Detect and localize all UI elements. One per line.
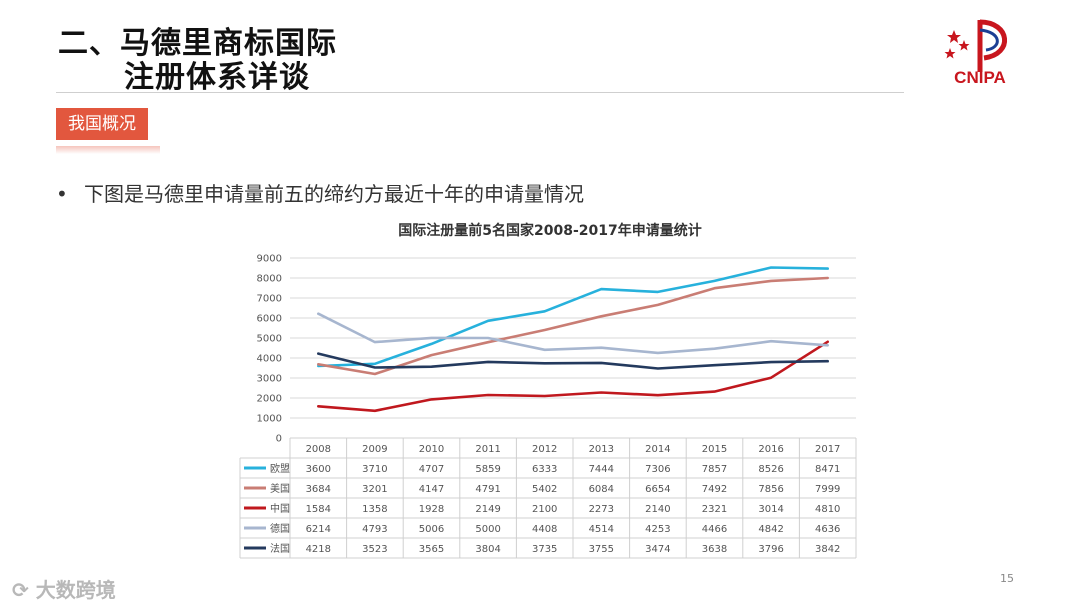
table-cell-value: 4636 xyxy=(815,524,840,535)
x-tick-label: 2012 xyxy=(532,444,557,455)
table-cell-value: 8526 xyxy=(758,464,783,475)
table-cell-value: 4842 xyxy=(758,524,783,535)
line-chart: 0 1000 2000 3000 4000 5000 6000 7000 8000 9000 200… xyxy=(239,254,857,559)
legend-label: 中国 xyxy=(270,502,290,515)
x-tick-label: 2013 xyxy=(589,444,614,455)
table-cell-value: 3014 xyxy=(758,504,783,515)
slide-title-line1: 二、马德里商标国际 xyxy=(58,26,337,61)
table-cell-value: 2321 xyxy=(702,504,727,515)
series-line-5 xyxy=(317,352,830,370)
table-cell-value: 5402 xyxy=(532,484,557,495)
table-cell-value: 3474 xyxy=(645,544,670,555)
table-cell-value: 7999 xyxy=(815,484,840,495)
table-cell-value: 3523 xyxy=(362,544,387,555)
section-tag-shadow xyxy=(56,146,160,154)
page-number: 15 xyxy=(1000,572,1014,585)
table-cell-value: 3600 xyxy=(306,464,331,475)
table-cell-value: 3755 xyxy=(589,544,614,555)
table-cell-value: 6333 xyxy=(532,464,557,475)
table-cell-value: 6214 xyxy=(306,524,331,535)
table-cell-value: 3638 xyxy=(702,544,727,555)
table-cell-value: 4514 xyxy=(589,524,614,535)
table-cell-value: 1358 xyxy=(362,504,387,515)
table-cell-value: 8471 xyxy=(815,464,840,475)
y-tick-label: 0 xyxy=(276,434,282,445)
chart-title: 国际注册量前5名国家2008-2017年申请量统计 xyxy=(398,223,702,239)
y-tick-label: 3000 xyxy=(257,374,282,385)
table-cell-value: 2140 xyxy=(645,504,670,515)
watermark: ⟳ 大数跨境 xyxy=(12,578,116,602)
table-cell-value: 1584 xyxy=(306,504,331,515)
y-tick-label: 1000 xyxy=(257,414,282,425)
table-cell-value: 4707 xyxy=(419,464,444,475)
y-tick-label: 4000 xyxy=(257,354,282,365)
legend-label: 美国 xyxy=(270,482,290,495)
y-tick-label: 5000 xyxy=(257,334,282,345)
table-cell-value: 3842 xyxy=(815,544,840,555)
table-cell-value: 4253 xyxy=(645,524,670,535)
bullet-label: 下图是马德里申请量前五的缔约方最近十年的申请量情况 xyxy=(84,182,584,206)
bullet-text: • 下图是马德里申请量前五的缔约方最近十年的申请量情况 xyxy=(56,178,584,207)
table-cell-value: 2100 xyxy=(532,504,557,515)
table-cell-value: 5000 xyxy=(475,524,500,535)
y-tick-label: 6000 xyxy=(257,314,282,325)
table-cell-value: 4793 xyxy=(362,524,387,535)
table-cell-value: 3735 xyxy=(532,544,557,555)
x-tick-label: 2014 xyxy=(645,444,670,455)
title-divider xyxy=(56,92,904,93)
table-cell-value: 4810 xyxy=(815,504,840,515)
table-cell-value: 4408 xyxy=(532,524,557,535)
table-cell-value: 2273 xyxy=(589,504,614,515)
legend-label: 德国 xyxy=(270,522,290,535)
table-cell-value: 6654 xyxy=(645,484,670,495)
table-cell-value: 3201 xyxy=(362,484,387,495)
series-line-2 xyxy=(317,276,830,376)
legend-label: 欧盟 xyxy=(270,463,290,475)
y-tick-label: 9000 xyxy=(257,254,282,265)
y-tick-label: 2000 xyxy=(257,394,282,405)
table-cell-value: 7306 xyxy=(645,464,670,475)
watermark-label: 大数跨境 xyxy=(35,578,116,602)
table-cell-value: 2149 xyxy=(475,504,500,515)
table-cell-value: 3710 xyxy=(362,464,387,475)
table-cell-value: 4147 xyxy=(419,484,444,495)
slide-title-line2: 注册体系详谈 xyxy=(124,60,310,95)
x-tick-label: 2009 xyxy=(362,444,387,455)
x-tick-label: 2010 xyxy=(419,444,444,455)
table-cell-value: 1928 xyxy=(419,504,444,515)
table-cell-value: 3796 xyxy=(758,544,783,555)
table-cell-value: 7492 xyxy=(702,484,727,495)
legend-label: 法国 xyxy=(270,542,290,555)
series-line-4 xyxy=(317,312,830,355)
table-cell-value: 7857 xyxy=(702,464,727,475)
cnipa-logo-icon xyxy=(944,19,1007,72)
logo-text: CNIPA xyxy=(954,68,1006,87)
table-cell-value: 4791 xyxy=(475,484,500,495)
table-cell-value: 3565 xyxy=(419,544,444,555)
table-cell-value: 4466 xyxy=(702,524,727,535)
series-line-1 xyxy=(317,266,830,368)
x-tick-label: 2011 xyxy=(475,444,500,455)
table-cell-value: 6084 xyxy=(589,484,614,495)
table-cell-value: 4218 xyxy=(306,544,331,555)
x-tick-label: 2017 xyxy=(815,444,840,455)
bullet-dot: • xyxy=(56,182,68,206)
x-tick-label: 2016 xyxy=(758,444,783,455)
table-cell-value: 5006 xyxy=(419,524,444,535)
table-cell-value: 7856 xyxy=(758,484,783,495)
series-line-3 xyxy=(317,340,830,413)
table-cell-value: 3804 xyxy=(475,544,500,555)
x-tick-label: 2015 xyxy=(702,444,727,455)
table-cell-value: 3684 xyxy=(306,484,331,495)
y-tick-label: 7000 xyxy=(257,294,282,305)
y-tick-label: 8000 xyxy=(257,274,282,285)
x-tick-label: 2008 xyxy=(306,444,331,455)
section-tag: 我国概况 xyxy=(56,108,148,140)
table-cell-value: 5859 xyxy=(475,464,500,475)
table-cell-value: 7444 xyxy=(589,464,614,475)
